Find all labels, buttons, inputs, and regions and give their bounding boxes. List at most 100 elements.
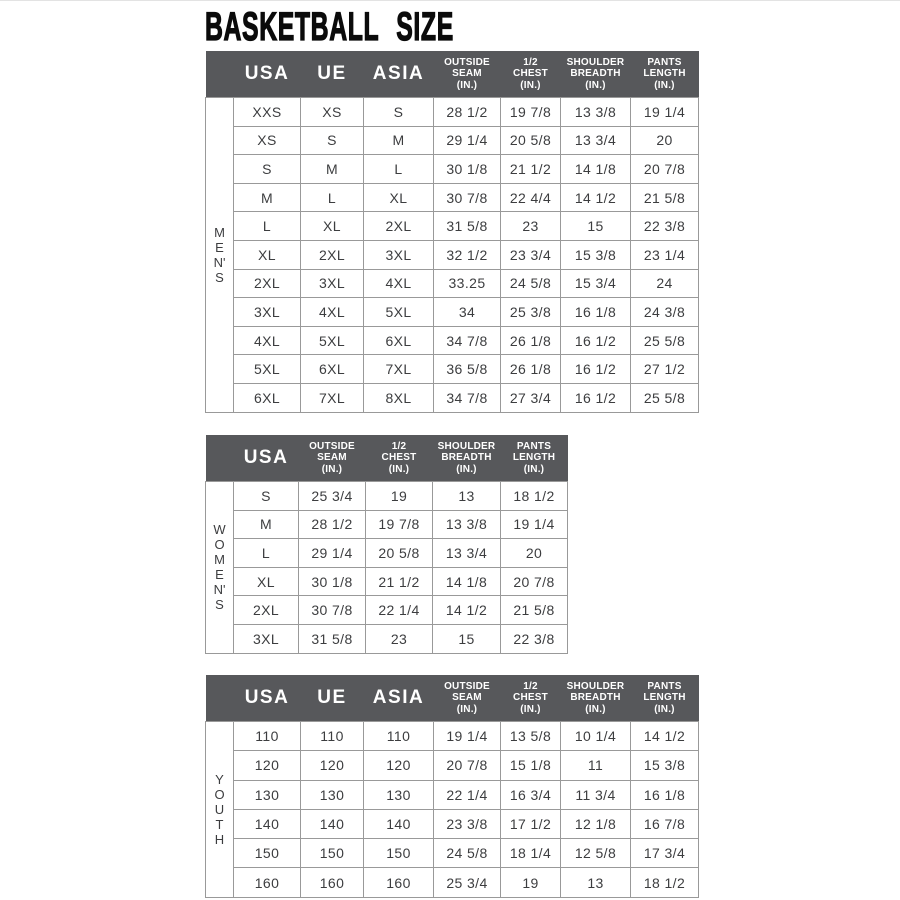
table-cell: 25 3/8	[500, 297, 561, 327]
table-cell: 13 3/8	[432, 509, 501, 540]
table-row: L XL 2XL 31 5/8 23 15 22 3/8	[206, 211, 699, 241]
table-cell: 6XL	[363, 325, 434, 356]
column-header: OUTSIDE SEAM (IN.)	[298, 435, 366, 482]
header-row: USA OUTSIDE SEAM (IN.) 1/2 CHEST (IN.) SHOULDER…	[205, 435, 568, 482]
column-header: ASIA	[363, 51, 434, 98]
table-cell: 160	[363, 867, 434, 898]
table-cell: 24 5/8	[433, 838, 501, 869]
table-cell: M	[233, 509, 299, 540]
table-cell: 23 3/4	[500, 239, 561, 270]
table-cell: S	[233, 481, 299, 511]
table-cell: 22 1/4	[433, 779, 501, 810]
table-cell: 2XL	[233, 595, 299, 625]
table-cell: S	[300, 125, 364, 156]
table-cell: 15	[432, 623, 501, 654]
header-row: USA UE ASIA OUTSIDE SEAM (IN.) 1/2 CHEST (IN.) SH…	[205, 675, 699, 722]
column-header: USA	[233, 51, 301, 98]
table-cell: XL	[363, 182, 434, 213]
table-cell: 4XL	[233, 325, 301, 356]
table-row: 5XL 6XL 7XL 36 5/8 26 1/8 16 1/2 27 1/2	[206, 354, 699, 384]
table-cell: 34 7/8	[433, 382, 501, 413]
table-cell: 24 3/8	[630, 297, 699, 327]
table-cell: 25 3/4	[298, 481, 366, 511]
column-header: PANTS LENGTH (IN.)	[500, 435, 568, 482]
column-header: PANTS LENGTH (IN.)	[630, 51, 699, 98]
table-cell: 20 7/8	[500, 566, 568, 597]
table-cell: 110	[363, 720, 434, 752]
table-cell: 110	[300, 720, 364, 752]
table-cell: 23	[500, 211, 561, 241]
table-row: 130 130 130 22 1/4 16 3/4 11 3/4 16 1/8	[206, 779, 699, 810]
table-row: 2XL 3XL 4XL 33.25 24 5/8 15 3/4 24	[206, 268, 699, 299]
table-cell: 140	[300, 808, 364, 840]
table-cell: 13 3/4	[432, 538, 501, 568]
column-header: PANTS LENGTH (IN.)	[630, 675, 699, 722]
table-row: M E N' S XXS XS S 28 1/2 19 7/8 13 3/8 19 1/4	[205, 97, 699, 413]
table-cell: 31 5/8	[298, 623, 366, 654]
page-title: BASKETBALL SIZE	[205, 5, 454, 49]
table-cell: 29 1/4	[433, 125, 501, 156]
table-cell: 13	[432, 481, 501, 511]
table-cell: 120	[233, 750, 301, 781]
table-cell: 36 5/8	[433, 354, 501, 384]
table-row: W O M E N' S S 25 3/4 19 13 18 1/2	[205, 481, 568, 654]
table-cell: 25 5/8	[630, 382, 699, 413]
table-cell: 13 3/4	[560, 125, 631, 156]
table-row: 2XL 30 7/8 22 1/4 14 1/2 21 5/8	[206, 595, 568, 625]
table-cell: 13	[560, 867, 631, 898]
table-cell: 18 1/2	[500, 481, 568, 511]
table-cell: 25 5/8	[630, 325, 699, 356]
table-cell: 20 5/8	[365, 538, 433, 568]
table-cell: 19	[500, 867, 561, 898]
table-cell: 22 3/8	[630, 211, 699, 241]
table-cell: 19 7/8	[500, 97, 561, 127]
table-cell: 22 4/4	[500, 182, 561, 213]
table-cell: 15 3/8	[560, 239, 631, 270]
table-cell: 23 1/4	[630, 239, 699, 270]
column-header: USA	[233, 435, 299, 482]
table-cell: 160	[300, 867, 364, 898]
table-row: XS S M 29 1/4 20 5/8 13 3/4 20	[206, 125, 699, 156]
table-cell: 140	[363, 808, 434, 840]
table-cell: 130	[300, 779, 364, 810]
table-cell: 30 7/8	[433, 182, 501, 213]
table-row: 3XL 4XL 5XL 34 25 3/8 16 1/8 24 3/8	[206, 297, 699, 327]
table-cell: 11	[560, 750, 631, 781]
header-corner	[205, 51, 234, 98]
table-cell: 130	[363, 779, 434, 810]
table-row: 120 120 120 20 7/8 15 1/8 11 15 3/8	[206, 750, 699, 781]
table-cell: XL	[233, 566, 299, 597]
header-row: USA UE ASIA OUTSIDE SEAM (IN.) 1/2 CHEST (IN.) SH…	[205, 51, 699, 98]
table-cell: 14 1/2	[560, 182, 631, 213]
table-cell: 30 1/8	[433, 154, 501, 184]
table-row: XL 2XL 3XL 32 1/2 23 3/4 15 3/8 23 1/4	[206, 239, 699, 270]
table-cell: 12 5/8	[560, 838, 631, 869]
table-row: M 28 1/2 19 7/8 13 3/8 19 1/4	[206, 509, 568, 540]
table-row: 3XL 31 5/8 23 15 22 3/8	[206, 623, 568, 654]
table-cell: XS	[300, 97, 364, 127]
table-cell: 20	[630, 125, 699, 156]
table-cell: 30 7/8	[298, 595, 366, 625]
table-cell: 18 1/4	[500, 838, 561, 869]
table-cell: 14 1/8	[560, 154, 631, 184]
table-cell: 5XL	[363, 297, 434, 327]
table-cell: 12 1/8	[560, 808, 631, 840]
table-cell: 2XL	[363, 211, 434, 241]
table-cell: 21 5/8	[500, 595, 568, 625]
table-cell: 7XL	[300, 382, 364, 413]
table-cell: 120	[300, 750, 364, 781]
table-cell: 15 3/4	[560, 268, 631, 299]
table-cell: L	[233, 538, 299, 568]
column-header: OUTSIDE SEAM (IN.)	[433, 675, 501, 722]
column-header: SHOULDER BREADTH (IN.)	[560, 51, 631, 98]
table-row: 150 150 150 24 5/8 18 1/4 12 5/8 17 3/4	[206, 838, 699, 869]
table-row: M L XL 30 7/8 22 4/4 14 1/2 21 5/8	[206, 182, 699, 213]
table-cell: 32 1/2	[433, 239, 501, 270]
table-cell: 3XL	[233, 623, 299, 654]
section-label: M E N' S	[205, 97, 234, 413]
table-cell: L	[363, 154, 434, 184]
table-cell: 150	[363, 838, 434, 869]
table-cell: 3XL	[233, 297, 301, 327]
table-cell: M	[300, 154, 364, 184]
table-cell: 23	[365, 623, 433, 654]
